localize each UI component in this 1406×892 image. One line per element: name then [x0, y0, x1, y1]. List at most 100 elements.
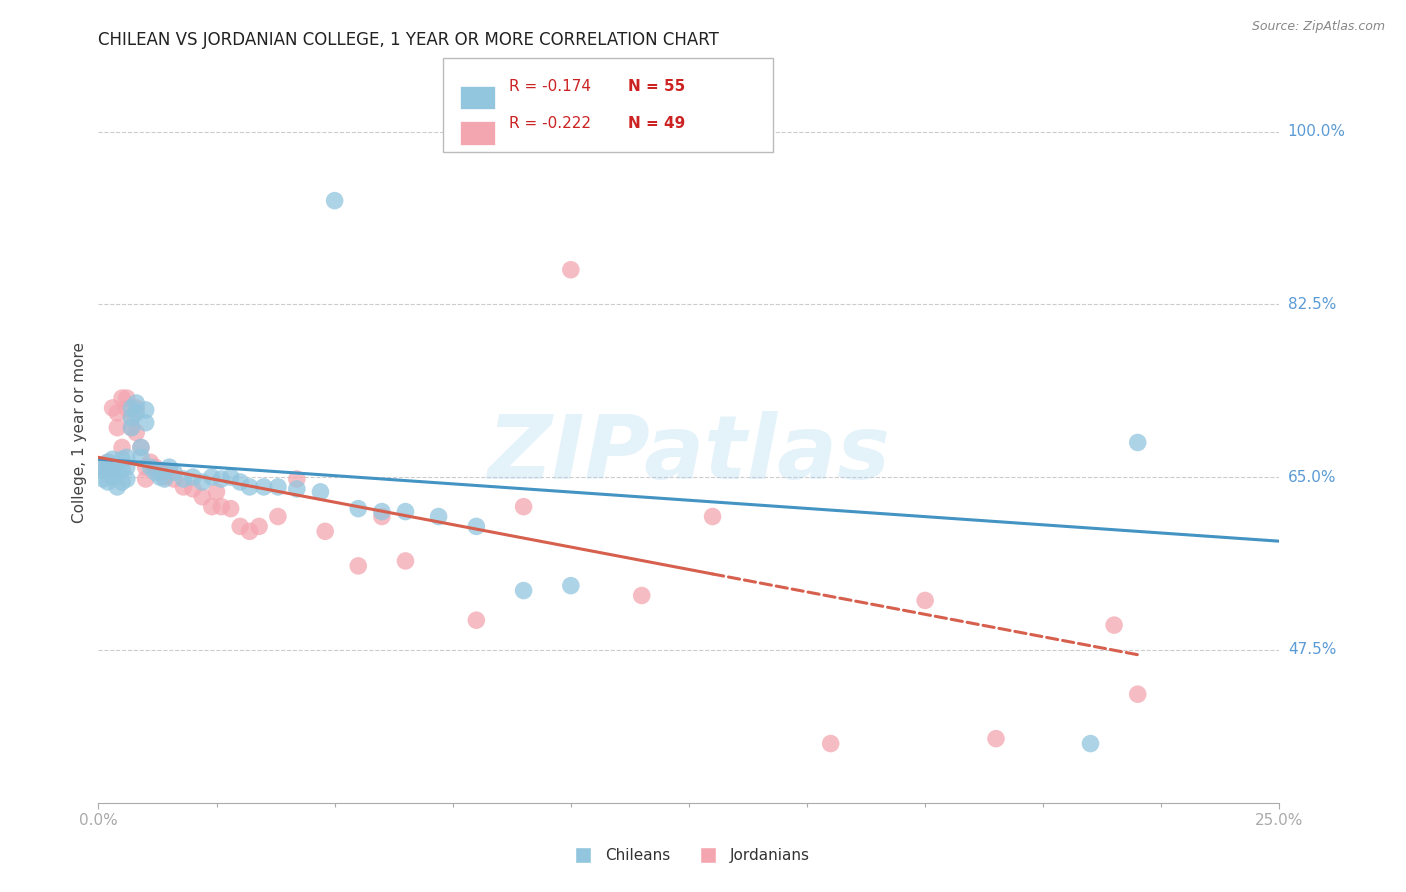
- Point: [121, 410, 143, 425]
- Point: [91, 472, 114, 486]
- Point: [129, 441, 152, 455]
- Point: [105, 480, 128, 494]
- Point: [111, 475, 134, 489]
- Text: CHILEAN VS JORDANIAN COLLEGE, 1 YEAR OR MORE CORRELATION CHART: CHILEAN VS JORDANIAN COLLEGE, 1 YEAR OR …: [98, 31, 720, 49]
- Point: [253, 480, 276, 494]
- Point: [702, 509, 724, 524]
- Point: [121, 420, 143, 434]
- Legend: Chileans, Jordanians: Chileans, Jordanians: [562, 842, 815, 869]
- Point: [219, 470, 242, 484]
- Point: [347, 558, 370, 573]
- Point: [394, 554, 416, 568]
- Point: [1080, 737, 1102, 751]
- Point: [121, 401, 143, 415]
- Point: [1102, 618, 1125, 632]
- Point: [115, 450, 138, 465]
- Point: [630, 589, 652, 603]
- Point: [163, 472, 186, 486]
- Point: [153, 472, 176, 486]
- Y-axis label: College, 1 year or more: College, 1 year or more: [72, 343, 87, 523]
- Point: [465, 613, 488, 627]
- Point: [201, 470, 224, 484]
- Point: [157, 460, 180, 475]
- Point: [560, 579, 582, 593]
- Point: [191, 490, 214, 504]
- Point: [323, 194, 346, 208]
- Point: [427, 509, 450, 524]
- Text: 47.5%: 47.5%: [1288, 642, 1336, 657]
- Point: [143, 460, 166, 475]
- Point: [394, 505, 416, 519]
- Point: [914, 593, 936, 607]
- Point: [115, 460, 138, 475]
- Point: [101, 452, 124, 467]
- Point: [97, 475, 120, 489]
- Point: [285, 472, 308, 486]
- Point: [115, 472, 138, 486]
- Point: [101, 401, 124, 415]
- Point: [129, 450, 152, 465]
- Point: [984, 731, 1007, 746]
- Point: [91, 464, 114, 478]
- Point: [285, 482, 308, 496]
- Point: [560, 262, 582, 277]
- Point: [111, 462, 134, 476]
- Point: [101, 470, 124, 484]
- Point: [201, 500, 224, 514]
- Point: [181, 470, 204, 484]
- Point: [163, 465, 186, 479]
- Point: [97, 455, 120, 469]
- Point: [512, 583, 534, 598]
- Point: [90, 460, 112, 475]
- Point: [172, 472, 194, 486]
- Point: [125, 401, 148, 415]
- Point: [153, 470, 176, 484]
- Text: 82.5%: 82.5%: [1288, 297, 1336, 312]
- Text: 65.0%: 65.0%: [1288, 469, 1336, 484]
- Point: [101, 460, 124, 475]
- Point: [205, 484, 228, 499]
- Point: [209, 500, 232, 514]
- Point: [309, 484, 332, 499]
- Text: Source: ZipAtlas.com: Source: ZipAtlas.com: [1251, 20, 1385, 33]
- Point: [247, 519, 270, 533]
- Point: [105, 458, 128, 473]
- Point: [115, 401, 138, 415]
- Point: [105, 420, 128, 434]
- Point: [267, 480, 290, 494]
- Text: R = -0.222: R = -0.222: [509, 116, 591, 131]
- Point: [91, 460, 114, 475]
- Point: [1126, 687, 1149, 701]
- Point: [115, 391, 138, 405]
- Text: N = 55: N = 55: [628, 78, 686, 94]
- Point: [111, 452, 134, 467]
- Point: [267, 509, 290, 524]
- Text: ZIPatlas: ZIPatlas: [488, 411, 890, 499]
- Point: [229, 475, 252, 489]
- Point: [135, 416, 157, 430]
- Text: 100.0%: 100.0%: [1288, 124, 1346, 139]
- Point: [143, 465, 166, 479]
- Point: [111, 441, 134, 455]
- Point: [105, 465, 128, 479]
- Point: [105, 406, 128, 420]
- Point: [229, 519, 252, 533]
- Point: [139, 455, 162, 469]
- Point: [125, 396, 148, 410]
- Point: [149, 470, 172, 484]
- Point: [512, 500, 534, 514]
- Point: [149, 465, 172, 479]
- Point: [97, 462, 120, 476]
- Point: [347, 501, 370, 516]
- Point: [135, 460, 157, 475]
- Point: [465, 519, 488, 533]
- Point: [97, 455, 120, 469]
- Point: [314, 524, 336, 539]
- Point: [157, 465, 180, 479]
- Point: [125, 425, 148, 440]
- Point: [239, 480, 262, 494]
- Point: [139, 460, 162, 475]
- Point: [1126, 435, 1149, 450]
- Point: [125, 406, 148, 420]
- Point: [820, 737, 842, 751]
